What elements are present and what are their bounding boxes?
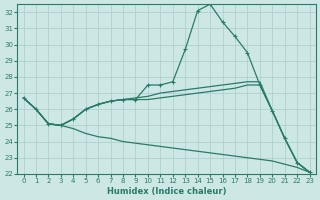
X-axis label: Humidex (Indice chaleur): Humidex (Indice chaleur)	[107, 187, 226, 196]
